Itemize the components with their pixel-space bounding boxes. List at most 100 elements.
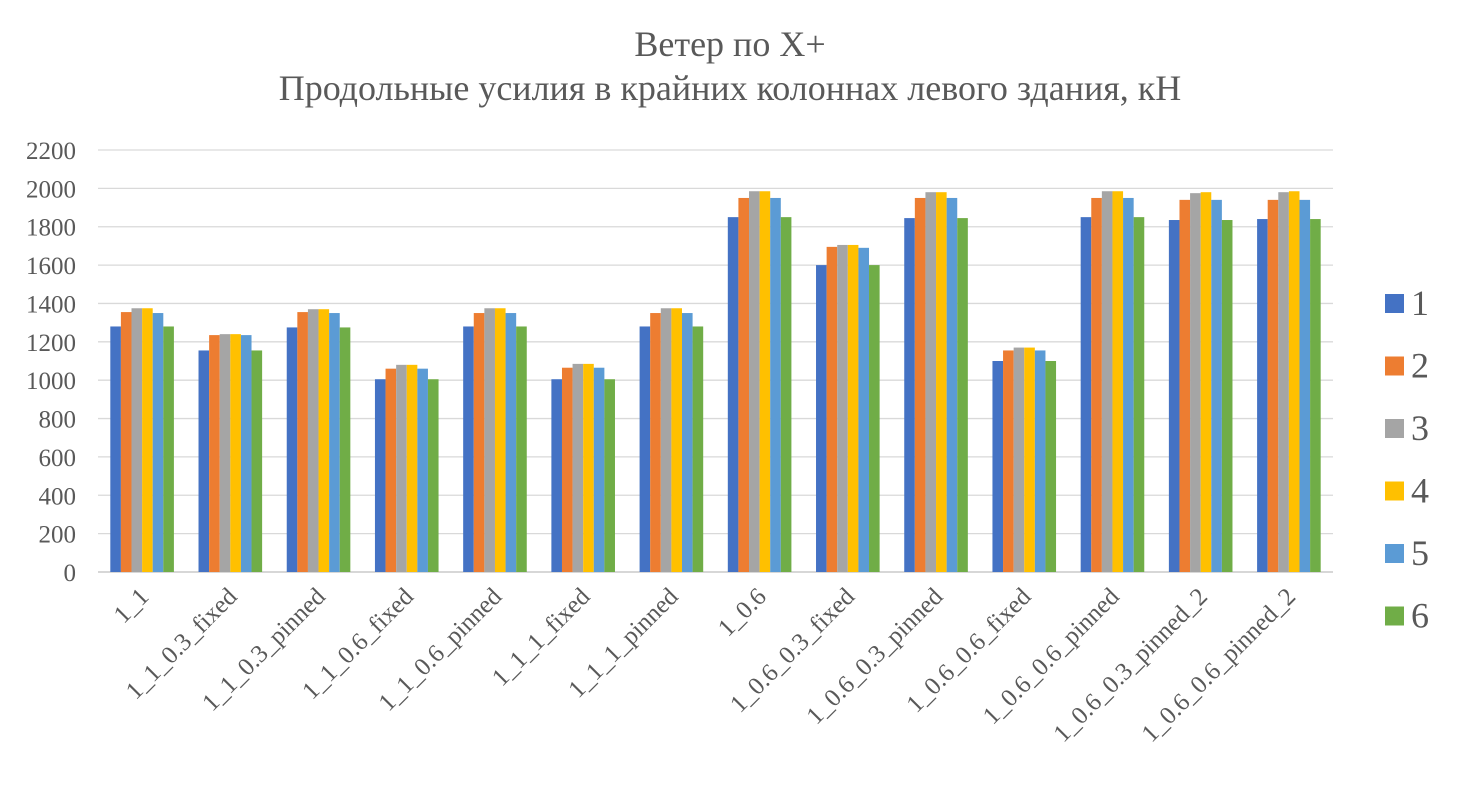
bar-series-5 — [593, 367, 605, 572]
bar-series-6 — [1221, 220, 1233, 572]
bar-series-5 — [152, 313, 164, 572]
bar-series-2 — [561, 367, 573, 572]
bar-series-4 — [671, 308, 682, 572]
bar-series-3 — [219, 334, 231, 572]
bar-series-1 — [816, 265, 827, 572]
bar-series-4 — [230, 334, 241, 572]
legend-swatch-1 — [1385, 294, 1404, 313]
bar-series-6 — [516, 326, 527, 572]
bar-series-6 — [251, 350, 263, 572]
legend-swatch-5 — [1385, 544, 1404, 563]
bar-series-4 — [318, 309, 330, 572]
bar-series-4 — [583, 363, 594, 572]
legend-label: 4 — [1411, 471, 1429, 511]
y-tick-label: 0 — [64, 560, 77, 587]
bar-series-2 — [1179, 199, 1191, 572]
bar-series-2 — [209, 335, 220, 572]
y-tick-label: 1600 — [26, 253, 76, 280]
bar-series-4 — [1288, 191, 1300, 572]
bar-series-6 — [163, 326, 174, 572]
y-tick-label: 1000 — [26, 368, 76, 395]
bar-series-6 — [780, 217, 792, 573]
y-tick-label: 800 — [39, 407, 77, 434]
bar-series-6 — [427, 379, 439, 572]
x-tick-label: 1_0.6 — [713, 583, 772, 642]
bar-series-4 — [494, 308, 506, 572]
bar-series-3 — [307, 309, 319, 572]
x-tick-label: 1_1 — [109, 583, 155, 629]
bar-series-1 — [1257, 219, 1268, 572]
bar-series-4 — [936, 192, 947, 572]
y-tick-label: 2200 — [26, 138, 76, 165]
bar-series-1 — [1168, 220, 1180, 572]
bar-series-3 — [837, 244, 848, 572]
bar-series-3 — [1013, 347, 1025, 572]
bar-series-2 — [826, 246, 838, 573]
bar-series-6 — [339, 327, 351, 572]
bar-series-5 — [1211, 199, 1222, 572]
bar-series-1 — [198, 350, 210, 572]
chart-title: Ветер по X+ — [634, 24, 826, 64]
bar-series-1 — [286, 327, 298, 572]
bar-series-4 — [1112, 191, 1124, 572]
bar-series-5 — [681, 313, 693, 572]
bar-series-1 — [551, 379, 562, 572]
bar-series-5 — [417, 368, 428, 572]
bar-series-2 — [738, 197, 750, 573]
bar-series-3 — [925, 192, 937, 572]
bar-series-6 — [957, 218, 968, 572]
y-tick-label: 200 — [39, 522, 77, 549]
legend-swatch-2 — [1385, 356, 1404, 376]
bar-series-3 — [1101, 191, 1113, 572]
bar-series-5 — [1034, 350, 1046, 572]
legend-swatch-6 — [1385, 606, 1404, 626]
y-tick-label: 1400 — [26, 291, 76, 318]
bar-series-5 — [858, 247, 870, 572]
y-tick-label: 1800 — [26, 215, 76, 242]
bar-series-3 — [572, 363, 584, 572]
y-tick-label: 600 — [39, 445, 77, 472]
bar-series-6 — [869, 265, 880, 572]
bar-series-3 — [749, 191, 760, 572]
y-tick-label: 2000 — [26, 176, 76, 203]
bar-series-5 — [1299, 199, 1311, 572]
legend-label: 5 — [1411, 533, 1429, 573]
bar-series-2 — [297, 312, 308, 572]
bar-series-2 — [650, 313, 661, 572]
bar-series-4 — [847, 244, 859, 572]
bar-series-2 — [473, 313, 485, 572]
bar-series-1 — [110, 326, 121, 572]
x-tick-label: 1_0.6_0.3_pinned_2 — [1048, 583, 1212, 747]
bar-series-4 — [1024, 347, 1035, 572]
bar-series-3 — [1190, 193, 1201, 572]
bar-series-2 — [1091, 197, 1102, 573]
bar-series-1 — [904, 218, 915, 572]
bar-series-4 — [1200, 192, 1212, 572]
chart-subtitle: Продольные усилия в крайних колоннах лев… — [278, 68, 1182, 108]
bar-series-3 — [131, 308, 143, 572]
legend-swatch-4 — [1385, 481, 1404, 501]
bar-series-5 — [505, 313, 517, 572]
x-tick-label: 1_0.6_0.6_pinned_2 — [1137, 583, 1301, 747]
y-tick-label: 400 — [39, 483, 77, 510]
bar-series-4 — [406, 364, 418, 572]
y-tick-label: 1200 — [26, 330, 76, 357]
bar-series-5 — [240, 335, 252, 572]
bar-series-1 — [639, 326, 651, 572]
bar-series-6 — [1133, 217, 1145, 573]
bar-series-6 — [604, 379, 615, 572]
bar-series-2 — [1003, 350, 1014, 572]
bar-series-1 — [1080, 217, 1092, 573]
bar-series-6 — [692, 326, 704, 572]
bar-series-3 — [1278, 192, 1289, 572]
bar-series-5 — [1123, 197, 1134, 573]
legend-label: 2 — [1411, 346, 1429, 386]
legend-label: 3 — [1411, 408, 1429, 448]
bar-series-1 — [463, 326, 474, 572]
bar-series-1 — [374, 379, 386, 572]
bar-series-5 — [946, 197, 958, 573]
chart-title-block: Ветер по X+ Продольные усилия в крайних … — [0, 22, 1460, 110]
bar-series-2 — [914, 197, 926, 573]
legend-label: 1 — [1411, 283, 1429, 323]
